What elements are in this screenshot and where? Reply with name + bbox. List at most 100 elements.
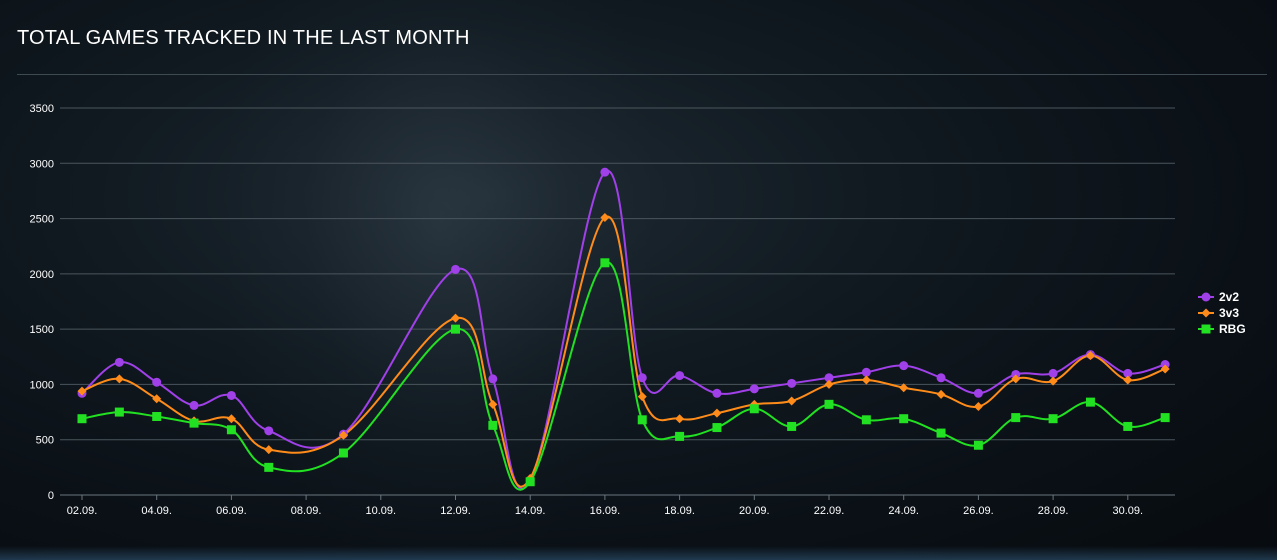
data-point-rbg[interactable] <box>152 411 162 421</box>
data-point-rbg[interactable] <box>264 462 274 472</box>
chart-grid <box>60 107 1175 496</box>
data-point-rbg[interactable] <box>1048 414 1058 424</box>
data-point-rbg[interactable] <box>600 258 610 268</box>
x-tick-label: 08.09. <box>291 505 322 517</box>
data-point-3v3[interactable] <box>114 374 124 384</box>
data-point-rbg[interactable] <box>787 421 797 431</box>
legend-item-rbg[interactable]: RBG <box>1198 322 1246 336</box>
data-point-rbg[interactable] <box>114 407 124 417</box>
data-point-rbg[interactable] <box>973 440 983 450</box>
data-point-2v2[interactable] <box>114 357 124 367</box>
data-point-rbg[interactable] <box>77 414 87 424</box>
data-point-2v2[interactable] <box>861 367 871 377</box>
data-point-2v2[interactable] <box>675 371 685 381</box>
data-point-3v3[interactable] <box>152 394 162 404</box>
data-point-rbg[interactable] <box>899 414 909 424</box>
data-point-rbg[interactable] <box>451 324 460 334</box>
data-point-2v2[interactable] <box>226 390 236 400</box>
legend-marker[interactable] <box>1201 292 1211 302</box>
legend-item-2v2[interactable]: 2v2 <box>1198 290 1239 304</box>
data-point-3v3[interactable] <box>600 212 610 222</box>
legend-marker[interactable] <box>1201 324 1211 334</box>
y-tick-label: 2500 <box>30 214 54 226</box>
series-line-rbg <box>81 261 1166 491</box>
data-point-rbg[interactable] <box>637 415 647 425</box>
data-point-3v3[interactable] <box>1160 364 1170 374</box>
data-point-2v2[interactable] <box>936 373 946 383</box>
y-tick-label: 2000 <box>30 269 54 281</box>
data-point-2v2[interactable] <box>1123 368 1133 378</box>
data-point-2v2[interactable] <box>600 167 610 177</box>
data-point-rbg[interactable] <box>488 420 498 430</box>
data-point-2v2[interactable] <box>451 264 460 274</box>
data-point-2v2[interactable] <box>1048 368 1058 378</box>
data-point-rbg[interactable] <box>861 415 871 425</box>
series-markers <box>77 167 1170 487</box>
data-point-3v3[interactable] <box>899 383 909 393</box>
data-point-rbg[interactable] <box>1160 413 1170 423</box>
data-point-rbg[interactable] <box>1085 397 1095 407</box>
data-point-3v3[interactable] <box>637 392 647 402</box>
chart-legend: 2v2 3v3 RBG <box>1198 290 1246 336</box>
data-point-3v3[interactable] <box>1011 374 1021 384</box>
data-point-3v3[interactable] <box>1085 351 1095 361</box>
y-tick-label: 3500 <box>30 103 54 115</box>
data-point-3v3[interactable] <box>338 430 348 440</box>
title-divider <box>17 74 1267 75</box>
data-point-rbg[interactable] <box>525 477 535 487</box>
data-point-3v3[interactable] <box>973 402 983 412</box>
data-point-3v3[interactable] <box>77 386 87 396</box>
data-point-2v2[interactable] <box>712 388 722 398</box>
data-point-2v2[interactable] <box>787 378 797 388</box>
data-point-2v2[interactable] <box>488 374 498 384</box>
data-point-3v3[interactable] <box>936 389 946 399</box>
x-tick-label: 18.09. <box>664 505 695 517</box>
data-point-rbg[interactable] <box>824 399 834 409</box>
legend-item-3v3[interactable]: 3v3 <box>1198 306 1239 320</box>
data-point-3v3[interactable] <box>1123 375 1133 385</box>
y-tick-label: 0 <box>48 490 54 502</box>
legend-marker[interactable] <box>1201 308 1211 318</box>
data-point-2v2[interactable] <box>749 384 759 394</box>
data-point-3v3[interactable] <box>451 313 460 323</box>
data-point-2v2[interactable] <box>264 426 274 436</box>
data-point-2v2[interactable] <box>824 373 834 383</box>
legend-label: RBG <box>1219 322 1246 336</box>
x-tick-label: 24.09. <box>888 505 919 517</box>
data-point-2v2[interactable] <box>637 373 647 383</box>
data-point-rbg[interactable] <box>936 428 946 438</box>
x-tick-label: 22.09. <box>814 505 845 517</box>
data-point-3v3[interactable] <box>861 375 871 385</box>
x-axis: 02.09. 04.09. 06.09. 08.09. 10.09. 12.09. 14.0… <box>67 495 1143 517</box>
data-point-3v3[interactable] <box>226 414 236 424</box>
data-point-rbg[interactable] <box>338 448 348 458</box>
data-point-3v3[interactable] <box>824 379 834 389</box>
x-tick-label: 16.09. <box>590 505 621 517</box>
data-point-2v2[interactable] <box>152 377 162 387</box>
chart-title: TOTAL GAMES TRACKED IN THE LAST MONTH <box>17 27 470 49</box>
x-tick-label: 28.09. <box>1038 505 1069 517</box>
data-point-rbg[interactable] <box>226 425 236 435</box>
data-point-rbg[interactable] <box>749 404 759 414</box>
data-point-rbg[interactable] <box>1123 421 1133 431</box>
data-point-rbg[interactable] <box>189 418 199 428</box>
data-point-2v2[interactable] <box>973 388 983 398</box>
data-point-3v3[interactable] <box>1048 376 1058 386</box>
data-point-rbg[interactable] <box>712 423 722 433</box>
data-point-3v3[interactable] <box>675 414 685 424</box>
x-tick-label: 26.09. <box>963 505 994 517</box>
data-point-3v3[interactable] <box>488 399 498 409</box>
data-point-2v2[interactable] <box>189 400 199 410</box>
data-point-3v3[interactable] <box>264 445 274 455</box>
data-point-3v3[interactable] <box>712 408 722 418</box>
data-point-rbg[interactable] <box>1011 413 1021 423</box>
x-tick-label: 02.09. <box>67 505 98 517</box>
legend-label: 2v2 <box>1219 290 1239 304</box>
y-tick-label: 500 <box>36 435 54 447</box>
data-point-2v2[interactable] <box>899 361 909 371</box>
x-tick-label: 04.09. <box>141 505 172 517</box>
data-point-3v3[interactable] <box>787 396 797 406</box>
data-point-rbg[interactable] <box>675 431 685 441</box>
y-tick-label: 1000 <box>30 379 54 391</box>
